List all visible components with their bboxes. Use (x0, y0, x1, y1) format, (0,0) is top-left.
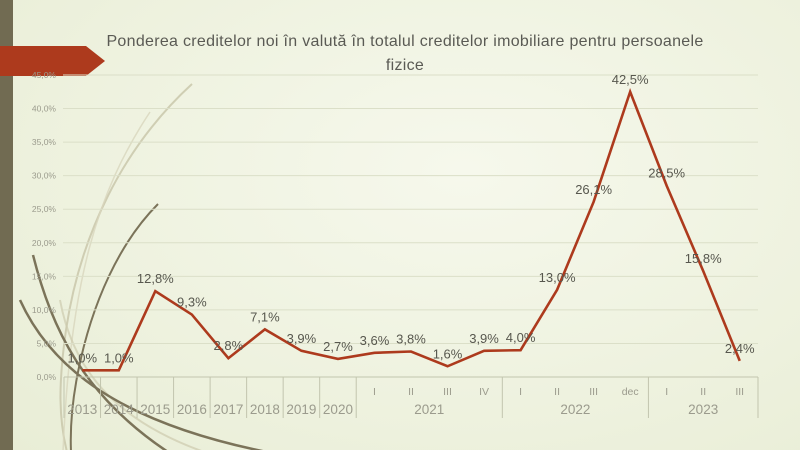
x-axis-quarter-label: III (735, 386, 744, 398)
data-point-label: 7,1% (250, 309, 280, 324)
slide-title: Ponderea creditelor noi în valută în tot… (106, 33, 704, 74)
x-axis-quarter-label: II (408, 386, 414, 398)
x-axis-year-label: 2023 (688, 402, 718, 417)
data-point-label: 12,8% (137, 271, 174, 286)
x-axis-quarter-label: I (373, 386, 376, 398)
y-axis-tick-label: 5,0% (37, 338, 57, 348)
swoosh-curve-dark-icon (69, 203, 159, 450)
x-axis-year-label: 2019 (286, 402, 316, 417)
data-point-label: 3,9% (469, 331, 499, 346)
x-axis-year-label: 2013 (67, 402, 97, 417)
data-point-label: 13,0% (539, 270, 576, 285)
x-axis-quarter-label: II (700, 386, 706, 398)
y-axis-tick-label: 35,0% (32, 137, 57, 147)
data-point-label: 15,8% (685, 251, 722, 266)
x-axis-year-label: 2016 (177, 402, 207, 417)
y-axis-tick-label: 10,0% (32, 305, 57, 315)
data-point-label: 1,0% (104, 350, 134, 365)
data-point-label: 26,1% (575, 182, 612, 197)
x-axis-quarter-label: I (519, 386, 522, 398)
data-point-label: 4,0% (506, 330, 536, 345)
left-accent-bar (0, 0, 13, 450)
x-axis-quarter-label: III (589, 386, 598, 398)
title-arrow-decoration (0, 46, 105, 76)
x-axis-quarter-label: IV (479, 386, 489, 398)
y-axis-tick-label: 40,0% (32, 104, 57, 114)
x-axis-year-label: 2015 (140, 402, 170, 417)
y-axis-tick-label: 30,0% (32, 171, 57, 181)
x-axis-quarter-label: I (665, 386, 668, 398)
data-point-label: 3,9% (287, 331, 317, 346)
data-point-label: 9,3% (177, 295, 207, 310)
x-axis-quarter-label: III (443, 386, 452, 398)
data-point-label: 3,8% (396, 331, 426, 346)
x-axis-year-label: 2021 (414, 402, 444, 417)
swoosh-curve-dark-icon (31, 254, 168, 450)
x-axis-year-label: 2020 (323, 402, 353, 417)
data-point-label: 28,5% (648, 166, 685, 181)
data-point-label: 2,7% (323, 339, 353, 354)
x-axis-year-label: 2014 (104, 402, 135, 417)
x-axis-year-label: 2018 (250, 402, 280, 417)
y-axis-tick-label: 0,0% (37, 372, 57, 382)
data-point-label: 1,0% (67, 350, 97, 365)
y-axis-tick-label: 45,0% (32, 70, 57, 80)
swoosh-curve-light-icon (59, 83, 193, 450)
decorative-swooshes (18, 83, 264, 450)
data-point-label: 3,6% (360, 333, 390, 348)
x-axis-year-label: 2017 (213, 402, 243, 417)
y-axis-tick-label: 15,0% (32, 271, 57, 281)
x-axis-quarter-label: dec (622, 386, 639, 398)
x-axis-year-label: 2022 (560, 402, 590, 417)
swoosh-curve-light-icon (59, 299, 202, 450)
data-point-label: 42,5% (612, 72, 649, 87)
data-line-series (82, 87, 741, 372)
swoosh-curve-light-icon (62, 111, 151, 450)
y-axis-tick-label: 20,0% (32, 238, 57, 248)
data-point-label: 2,8% (214, 338, 244, 353)
data-point-label: 2,4% (725, 341, 755, 356)
data-point-label: 1,6% (433, 346, 463, 361)
swoosh-curve-dark-icon (18, 299, 264, 450)
x-axis-quarter-label: II (554, 386, 560, 398)
y-axis-tick-label: 25,0% (32, 204, 57, 214)
